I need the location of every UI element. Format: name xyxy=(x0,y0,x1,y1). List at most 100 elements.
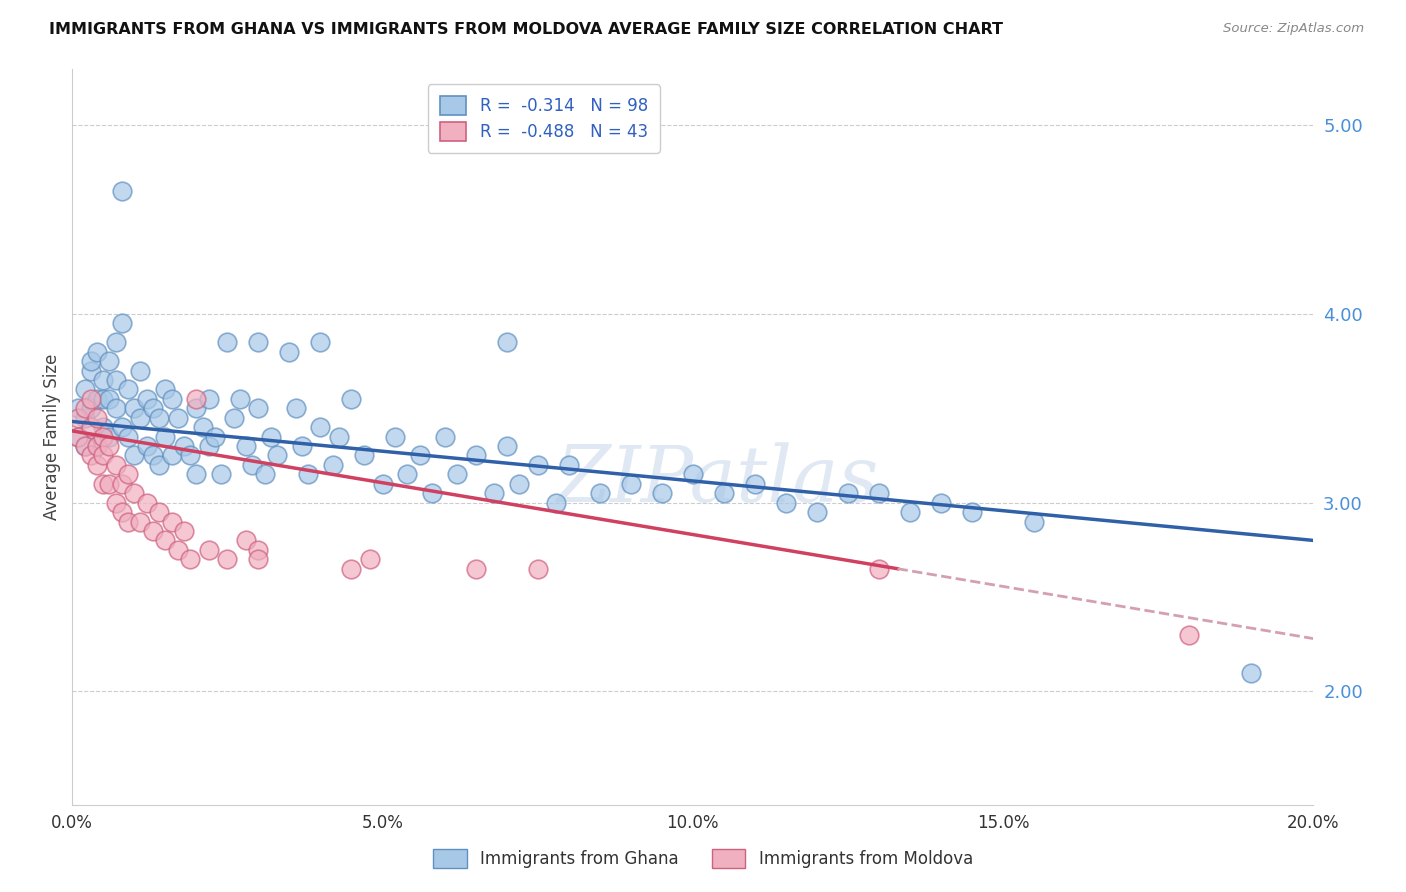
Point xyxy=(80,449,103,463)
Point xyxy=(104,458,127,472)
Point xyxy=(247,552,270,566)
Point xyxy=(620,476,643,491)
Point xyxy=(464,449,486,463)
Point xyxy=(235,439,257,453)
Point xyxy=(284,401,307,416)
Point xyxy=(91,373,114,387)
Y-axis label: Average Family Size: Average Family Size xyxy=(44,353,60,520)
Point xyxy=(160,515,183,529)
Point xyxy=(929,496,952,510)
Point xyxy=(197,392,219,406)
Point xyxy=(98,439,121,453)
Point xyxy=(495,439,517,453)
Point xyxy=(253,467,276,482)
Point xyxy=(80,354,103,368)
Point xyxy=(384,429,406,443)
Point xyxy=(526,458,548,472)
Point xyxy=(155,533,177,548)
Point xyxy=(960,505,983,519)
Point xyxy=(353,449,375,463)
Point xyxy=(217,335,239,350)
Point xyxy=(495,335,517,350)
Point xyxy=(191,420,214,434)
Point xyxy=(135,439,157,453)
Point xyxy=(247,335,270,350)
Point xyxy=(179,552,201,566)
Point xyxy=(240,458,263,472)
Point xyxy=(186,467,208,482)
Point xyxy=(98,429,121,443)
Point xyxy=(86,458,108,472)
Point xyxy=(557,458,579,472)
Point xyxy=(173,524,195,538)
Point xyxy=(104,335,127,350)
Point xyxy=(371,476,394,491)
Point xyxy=(148,458,170,472)
Point xyxy=(179,449,201,463)
Point xyxy=(291,439,314,453)
Point xyxy=(148,410,170,425)
Point xyxy=(322,458,344,472)
Point xyxy=(186,392,208,406)
Point xyxy=(340,392,363,406)
Point xyxy=(86,344,108,359)
Text: IMMIGRANTS FROM GHANA VS IMMIGRANTS FROM MOLDOVA AVERAGE FAMILY SIZE CORRELATION: IMMIGRANTS FROM GHANA VS IMMIGRANTS FROM… xyxy=(49,22,1004,37)
Point xyxy=(359,552,381,566)
Point xyxy=(80,392,103,406)
Point xyxy=(80,363,103,377)
Point xyxy=(1178,628,1201,642)
Point xyxy=(247,401,270,416)
Point xyxy=(396,467,419,482)
Point xyxy=(91,476,114,491)
Point xyxy=(98,476,121,491)
Point xyxy=(73,439,96,453)
Legend: Immigrants from Ghana, Immigrants from Moldova: Immigrants from Ghana, Immigrants from M… xyxy=(426,842,980,875)
Point xyxy=(464,562,486,576)
Point xyxy=(104,496,127,510)
Point xyxy=(111,420,134,434)
Point xyxy=(124,486,146,500)
Point xyxy=(186,401,208,416)
Point xyxy=(91,392,114,406)
Point xyxy=(222,410,245,425)
Point xyxy=(91,420,114,434)
Point xyxy=(713,486,735,500)
Point xyxy=(197,542,219,557)
Point xyxy=(309,335,332,350)
Point xyxy=(868,562,890,576)
Point xyxy=(420,486,443,500)
Point xyxy=(67,429,90,443)
Point xyxy=(217,552,239,566)
Point xyxy=(124,449,146,463)
Point xyxy=(1024,515,1046,529)
Point xyxy=(142,449,165,463)
Point xyxy=(117,383,139,397)
Point xyxy=(806,505,828,519)
Point xyxy=(98,392,121,406)
Point xyxy=(278,344,301,359)
Point xyxy=(129,363,152,377)
Point xyxy=(682,467,704,482)
Point xyxy=(229,392,252,406)
Legend: R =  -0.314   N = 98, R =  -0.488   N = 43: R = -0.314 N = 98, R = -0.488 N = 43 xyxy=(427,84,659,153)
Point xyxy=(111,476,134,491)
Point xyxy=(104,401,127,416)
Point xyxy=(117,429,139,443)
Point xyxy=(91,449,114,463)
Point xyxy=(104,373,127,387)
Point xyxy=(546,496,568,510)
Point xyxy=(117,467,139,482)
Point xyxy=(142,401,165,416)
Point xyxy=(91,429,114,443)
Point xyxy=(135,392,157,406)
Point xyxy=(111,184,134,198)
Point xyxy=(111,505,134,519)
Point xyxy=(446,467,468,482)
Point xyxy=(837,486,859,500)
Point xyxy=(160,392,183,406)
Point xyxy=(80,401,103,416)
Point xyxy=(73,401,96,416)
Point xyxy=(155,383,177,397)
Point xyxy=(67,429,90,443)
Point xyxy=(589,486,612,500)
